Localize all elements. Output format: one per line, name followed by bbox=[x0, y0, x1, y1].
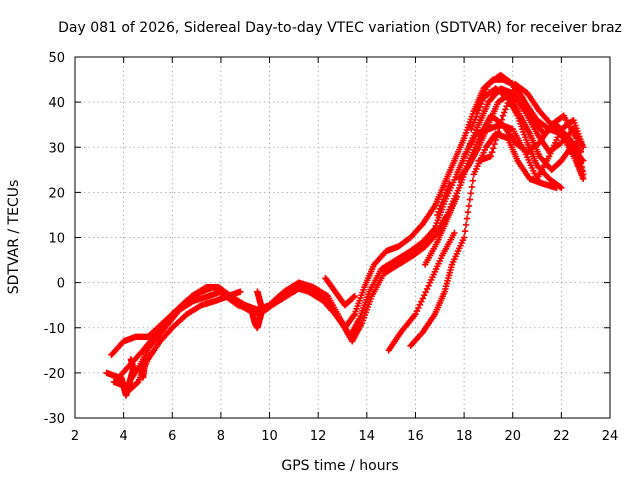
series-track-16 bbox=[118, 356, 137, 399]
series-track-5 bbox=[407, 130, 560, 349]
data-point bbox=[440, 195, 447, 203]
data-point bbox=[507, 93, 514, 100]
y-tick-label: -30 bbox=[44, 412, 65, 427]
x-tick-label: 2 bbox=[71, 429, 79, 444]
data-point bbox=[237, 288, 244, 295]
x-tick-label: 20 bbox=[504, 429, 521, 444]
data-point bbox=[491, 140, 498, 148]
series-track-8 bbox=[434, 180, 453, 219]
data-point bbox=[445, 183, 452, 190]
x-tick-label: 16 bbox=[407, 429, 424, 444]
data-point bbox=[460, 234, 468, 241]
data-point bbox=[503, 102, 510, 110]
y-tick-label: 20 bbox=[48, 186, 65, 201]
y-tick-label: -10 bbox=[44, 322, 65, 337]
data-point bbox=[505, 96, 513, 104]
x-tick-label: 10 bbox=[261, 429, 278, 444]
data-point bbox=[471, 116, 479, 123]
data-point bbox=[580, 175, 587, 183]
y-axis-title: SDTVAR / TECUs bbox=[6, 180, 22, 295]
data-point bbox=[580, 144, 587, 151]
data-point bbox=[487, 153, 495, 160]
data-point bbox=[461, 227, 469, 235]
x-tick-label: 18 bbox=[456, 429, 473, 444]
x-axis-title: GPS time / hours bbox=[281, 458, 398, 474]
data-layer bbox=[103, 71, 587, 399]
y-tick-label: -20 bbox=[44, 367, 65, 382]
data-point bbox=[502, 106, 509, 113]
data-point bbox=[254, 288, 261, 295]
data-point bbox=[467, 190, 475, 197]
data-point bbox=[498, 116, 505, 123]
data-point bbox=[465, 202, 473, 210]
data-point bbox=[496, 124, 503, 132]
x-tick-label: 6 bbox=[168, 429, 176, 444]
series-track-7 bbox=[421, 193, 460, 268]
data-point bbox=[434, 211, 441, 219]
x-tick-label: 22 bbox=[553, 429, 570, 444]
data-point bbox=[470, 119, 478, 127]
data-point bbox=[488, 149, 496, 156]
data-point bbox=[142, 356, 149, 363]
data-point bbox=[437, 202, 445, 209]
data-point bbox=[504, 99, 512, 107]
data-point bbox=[468, 183, 476, 191]
data-point bbox=[508, 90, 515, 97]
data-point bbox=[453, 193, 460, 201]
data-point bbox=[492, 136, 499, 144]
data-point bbox=[436, 205, 443, 212]
chart-title: Day 081 of 2026, Sidereal Day-to-day VTE… bbox=[58, 20, 622, 36]
data-point bbox=[469, 122, 476, 130]
data-point bbox=[499, 112, 507, 119]
y-tick-label: 40 bbox=[48, 96, 65, 111]
data-point bbox=[493, 132, 501, 140]
series-track-6 bbox=[385, 229, 458, 354]
y-tick-label: 30 bbox=[48, 141, 65, 156]
data-point bbox=[446, 180, 453, 187]
data-point bbox=[556, 183, 564, 191]
data-point bbox=[350, 293, 357, 301]
x-tick-label: 4 bbox=[119, 429, 127, 444]
series-track-13 bbox=[475, 80, 587, 183]
data-point bbox=[127, 356, 135, 363]
data-point bbox=[442, 189, 450, 197]
data-point bbox=[443, 186, 451, 193]
x-tick-label: 8 bbox=[217, 429, 225, 444]
y-tick-label: 50 bbox=[48, 51, 65, 66]
x-tick-label: 14 bbox=[359, 429, 376, 444]
data-point bbox=[462, 221, 470, 229]
x-tick-label: 24 bbox=[602, 429, 619, 444]
data-point bbox=[497, 120, 504, 127]
data-point bbox=[469, 177, 477, 184]
data-point bbox=[490, 144, 497, 152]
y-tick-label: 10 bbox=[48, 232, 65, 247]
data-point bbox=[494, 128, 502, 136]
data-point bbox=[439, 199, 446, 206]
data-point bbox=[351, 292, 358, 300]
data-point bbox=[468, 126, 475, 133]
x-tick-label: 12 bbox=[310, 429, 327, 444]
data-point bbox=[441, 192, 448, 200]
data-point bbox=[451, 229, 458, 237]
series-track-15 bbox=[249, 288, 266, 331]
data-point bbox=[463, 215, 471, 222]
series-track-14 bbox=[322, 274, 358, 309]
data-point bbox=[466, 196, 474, 203]
data-point bbox=[558, 184, 565, 192]
data-point bbox=[435, 208, 442, 215]
data-point bbox=[509, 87, 516, 94]
y-tick-label: 0 bbox=[57, 277, 65, 292]
data-point bbox=[501, 109, 508, 116]
series-track-17 bbox=[137, 356, 149, 381]
data-point bbox=[473, 113, 480, 120]
data-point bbox=[464, 209, 472, 216]
